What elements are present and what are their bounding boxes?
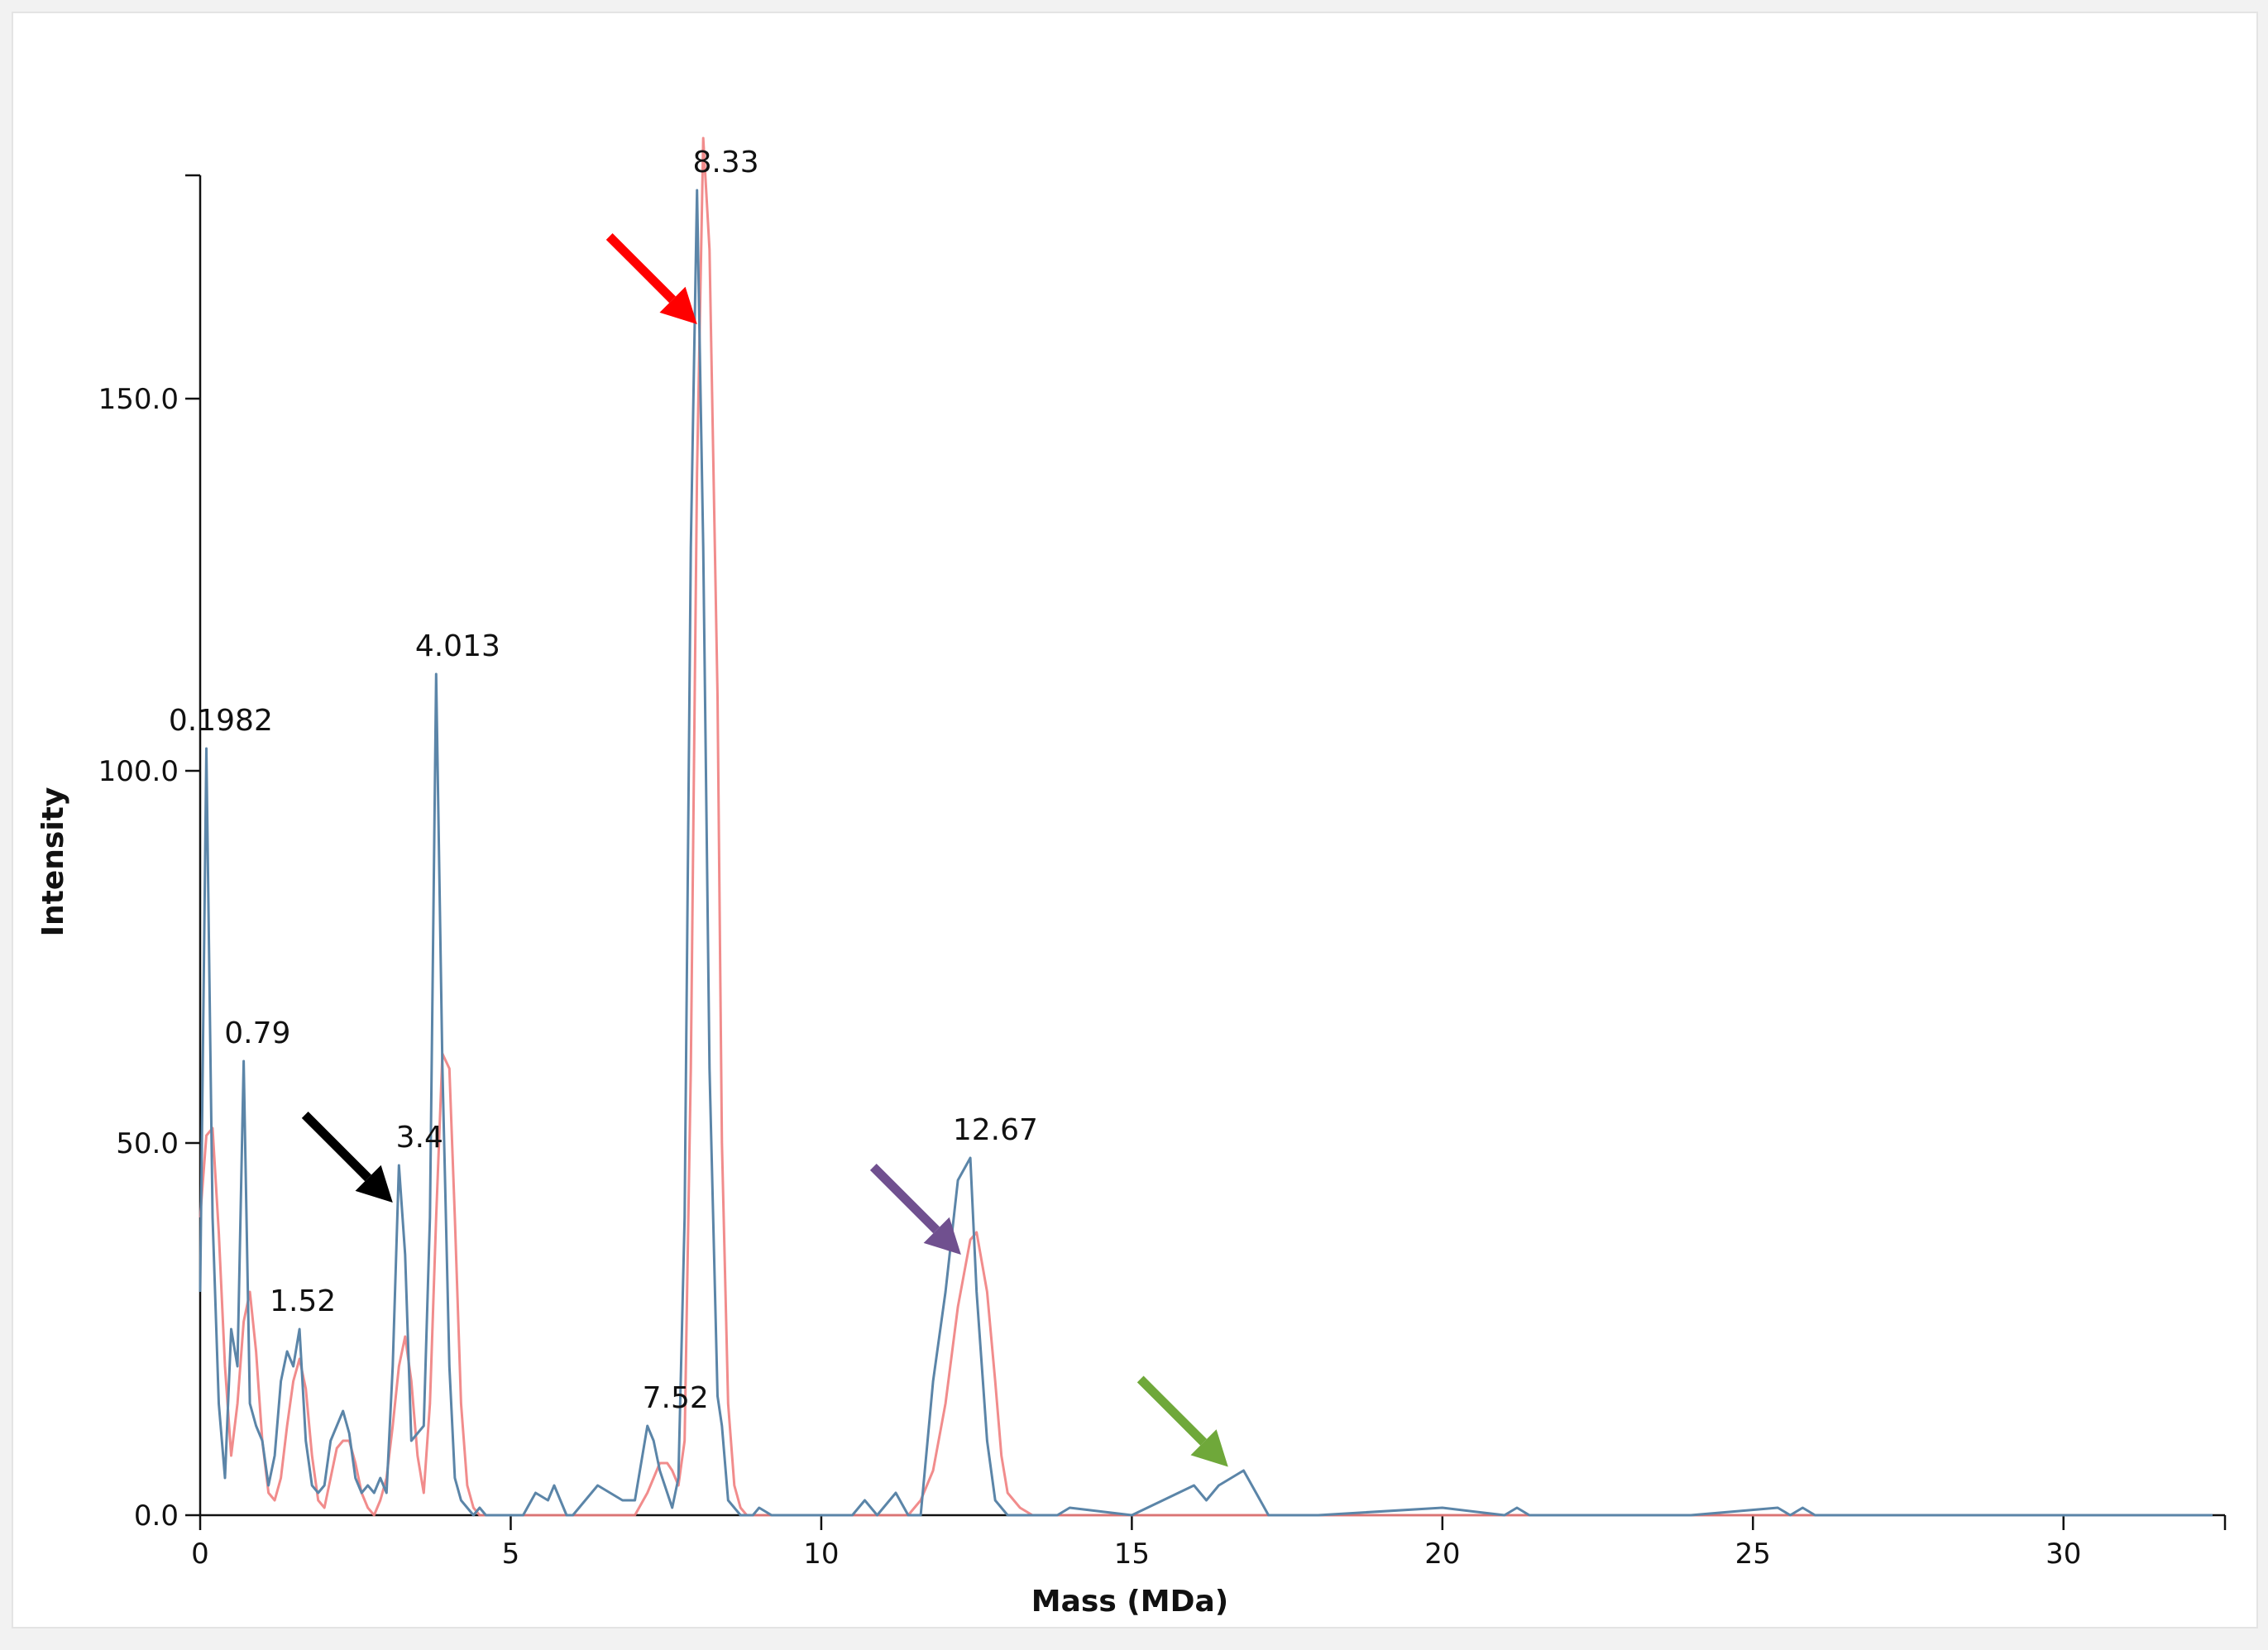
peak-label: 12.67 [953, 1113, 1038, 1147]
y-axis-title: Intensity [36, 787, 70, 937]
peak-label: 4.013 [415, 629, 500, 663]
x-axis-title: Mass (MDa) [1031, 1585, 1228, 1619]
peak-label: 0.79 [224, 1016, 290, 1050]
axes: 0 5 10 15 20 25 30 0.0 50.0 100.0 150.0 Mass (MDa) I… [36, 174, 2227, 1619]
arrow-0 [605, 233, 697, 324]
arrow-shaft [869, 1164, 940, 1234]
series-layer [199, 136, 2213, 1517]
y-tick-label: 0.0 [134, 1499, 179, 1533]
peak-label: 7.52 [643, 1381, 709, 1415]
annotation-arrows [301, 233, 1228, 1467]
y-tick-label: 50.0 [116, 1127, 179, 1160]
arrow-head [355, 1165, 393, 1203]
x-tick-label: 15 [1114, 1538, 1150, 1571]
series-line-1 [199, 136, 2213, 1517]
arrow-head [659, 286, 697, 324]
peak-label: 3.4 [396, 1121, 443, 1155]
chart-panel [12, 12, 2258, 1628]
peak-labels: 0.1982 0.79 1.52 3.4 4.013 7.52 8.33 12.67 [169, 146, 1038, 1415]
x-tick-label: 30 [2046, 1538, 2081, 1571]
peak-label: 0.1982 [169, 704, 273, 738]
x-tick-label: 10 [803, 1538, 839, 1571]
x-tick-label: 5 [502, 1538, 520, 1571]
arrow-3 [1136, 1375, 1228, 1467]
x-tick-label: 25 [1735, 1538, 1771, 1571]
arrow-shaft [605, 233, 676, 304]
arrow-1 [301, 1112, 393, 1203]
x-tick-label: 0 [191, 1538, 209, 1571]
arrow-shaft [301, 1112, 371, 1182]
arrow-head [923, 1217, 961, 1255]
series-line-0 [199, 189, 2213, 1517]
arrow-2 [869, 1164, 961, 1255]
arrow-shaft [1136, 1375, 1207, 1446]
y-tick-label: 150.0 [98, 383, 179, 416]
y-tick-label: 100.0 [98, 755, 179, 788]
arrow-head [1190, 1429, 1228, 1467]
peak-label: 8.33 [692, 146, 758, 179]
peak-label: 1.52 [270, 1284, 336, 1318]
x-tick-label: 20 [1424, 1538, 1460, 1571]
